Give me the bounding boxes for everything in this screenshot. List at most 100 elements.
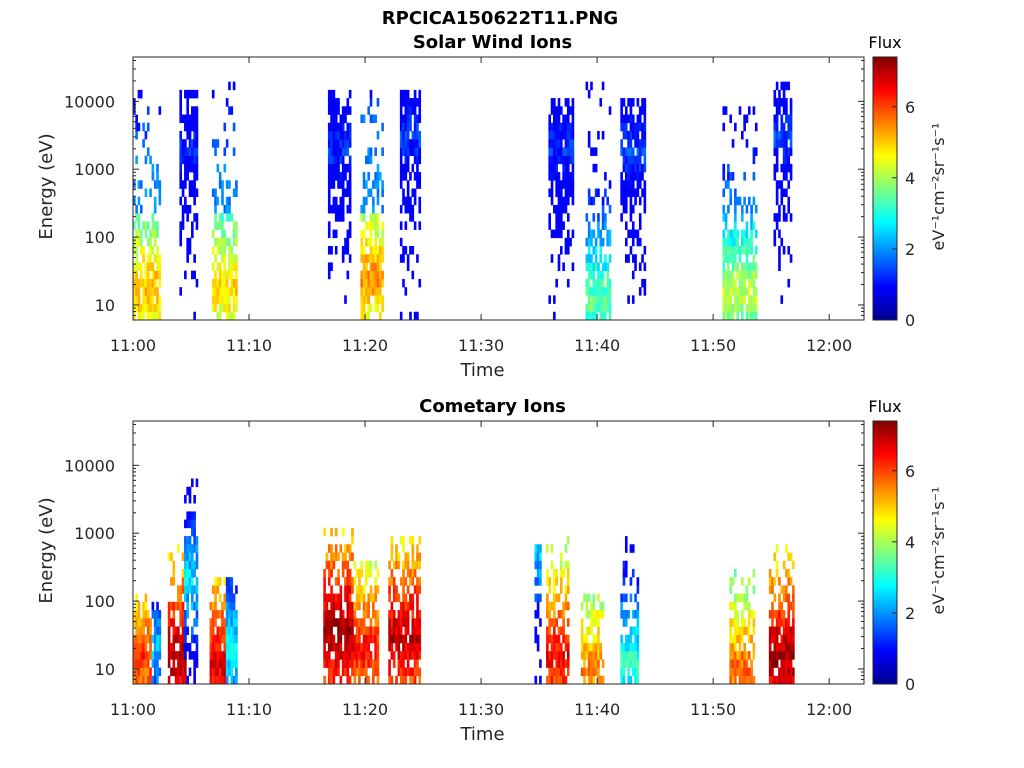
heatmap-cell	[411, 147, 415, 156]
heatmap-cell	[634, 139, 637, 148]
heatmap-cell	[167, 610, 171, 619]
heatmap-cell	[560, 626, 563, 635]
heatmap-cell	[404, 634, 408, 644]
heatmap-cell	[221, 229, 224, 239]
heatmap-cell	[348, 122, 352, 132]
heatmap-cell	[170, 642, 173, 652]
heatmap-cell	[142, 601, 145, 611]
heatmap-cell	[736, 287, 739, 296]
heatmap-cell	[186, 511, 189, 520]
heatmap-cell	[232, 634, 236, 644]
heatmap-cell	[223, 593, 227, 603]
heatmap-cell	[179, 172, 183, 181]
heatmap-cell	[397, 667, 401, 677]
heatmap-cell	[225, 287, 229, 296]
heatmap-cell	[221, 303, 224, 313]
heatmap-cell	[743, 278, 746, 288]
heatmap-cell	[362, 585, 366, 594]
heatmap-cell	[782, 593, 786, 603]
heatmap-cell	[557, 155, 561, 165]
heatmap-cell	[550, 106, 554, 115]
heatmap-cell	[601, 270, 605, 280]
heatmap-cell	[569, 130, 572, 140]
heatmap-cell	[135, 659, 138, 668]
heatmap-cell	[193, 544, 196, 553]
heatmap-cell	[587, 254, 591, 263]
heatmap-cell	[221, 287, 224, 296]
heatmap-cell	[597, 295, 600, 304]
heatmap-cell	[413, 560, 417, 570]
heatmap-cell	[409, 98, 412, 107]
heatmap-cell	[184, 114, 187, 124]
heatmap-cell	[745, 139, 749, 148]
heatmap-cell	[149, 262, 152, 271]
heatmap-cell	[643, 147, 647, 156]
heatmap-cell	[397, 560, 401, 570]
heatmap-cell	[590, 295, 593, 304]
heatmap-cell	[553, 122, 556, 132]
heatmap-cell	[736, 295, 739, 304]
heatmap-cell	[195, 478, 199, 488]
heatmap-cell	[188, 155, 192, 165]
heatmap-cell	[327, 106, 331, 115]
heatmap-cell	[376, 667, 380, 677]
heatmap-cell	[156, 180, 159, 189]
heatmap-cell	[362, 618, 366, 627]
heatmap-cell	[211, 634, 215, 644]
heatmap-cell	[339, 122, 343, 132]
heatmap-cell	[731, 172, 735, 181]
heatmap-cell	[153, 303, 157, 313]
heatmap-cell	[332, 155, 336, 165]
heatmap-cell	[184, 610, 187, 619]
heatmap-cell	[232, 311, 236, 321]
heatmap-cell	[158, 262, 162, 271]
heatmap-cell	[557, 229, 561, 239]
heatmap-cell	[778, 593, 781, 603]
heatmap-cell	[209, 634, 213, 644]
heatmap-cell	[399, 618, 403, 627]
heatmap-cell	[353, 610, 357, 619]
heatmap-cell	[376, 221, 380, 230]
heatmap-cell	[768, 659, 772, 668]
heatmap-cell	[636, 114, 640, 124]
heatmap-cell	[341, 147, 345, 156]
heatmap-cell	[599, 270, 603, 280]
heatmap-cell	[360, 651, 364, 660]
heatmap-cell	[351, 577, 354, 586]
heatmap-cell	[404, 552, 408, 562]
heatmap-cell	[643, 139, 647, 148]
heatmap-cell	[151, 675, 155, 685]
heatmap-cell	[771, 577, 774, 586]
heatmap-cell	[534, 610, 538, 619]
heatmap-cell	[736, 246, 739, 255]
heatmap-cells	[133, 478, 795, 685]
heatmap-cell	[747, 303, 751, 313]
heatmap-cell	[177, 651, 180, 660]
heatmap-cell	[548, 155, 552, 165]
heatmap-cell	[330, 130, 333, 140]
heatmap-cell	[734, 651, 737, 660]
heatmap-cell	[564, 544, 568, 553]
heatmap-cell	[780, 237, 784, 247]
heatmap-cell	[367, 610, 370, 619]
heatmap-cell	[638, 155, 642, 165]
heatmap-cell	[608, 180, 612, 189]
heatmap-cell	[727, 237, 730, 247]
heatmap-cell	[597, 221, 600, 230]
heatmap-cell	[372, 593, 375, 603]
heatmap-cell	[787, 610, 791, 619]
heatmap-cell	[620, 196, 623, 206]
heatmap-cell	[156, 651, 159, 660]
heatmap-cell	[782, 122, 786, 132]
heatmap-cell	[768, 675, 772, 685]
heatmap-cell	[151, 659, 155, 668]
heatmap-cell	[339, 634, 343, 644]
heatmap-cell	[778, 642, 781, 652]
heatmap-cell	[782, 98, 786, 107]
heatmap-cell	[594, 651, 598, 660]
heatmap-cell	[550, 544, 554, 553]
heatmap-cell	[323, 651, 326, 660]
heatmap-cell	[729, 246, 733, 255]
heatmap-cell	[344, 114, 347, 124]
heatmap-cell	[587, 667, 591, 677]
